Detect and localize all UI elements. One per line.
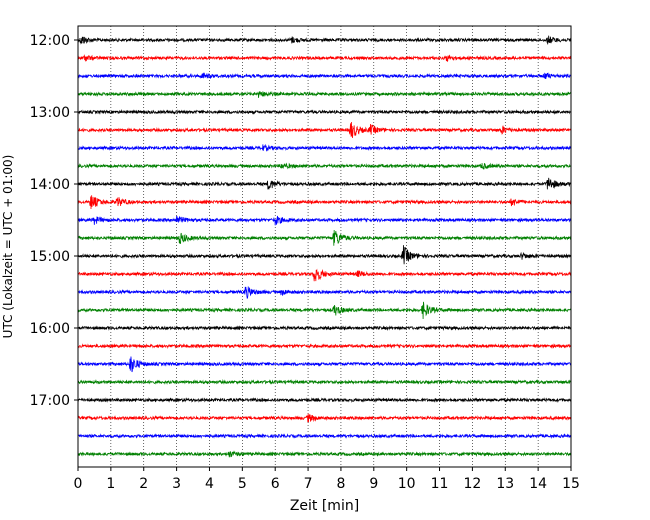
y-tick-label: 16:00 (30, 321, 70, 337)
trace-line (77, 35, 572, 45)
trace-line (77, 343, 572, 349)
trace-line (77, 413, 572, 423)
trace-line (77, 433, 572, 439)
x-tick-label: 4 (205, 476, 214, 492)
trace-line (77, 54, 572, 63)
trace-line (77, 379, 572, 385)
trace-line (77, 268, 572, 282)
trace-line (77, 230, 572, 246)
x-tick-label: 2 (139, 476, 148, 492)
x-tick-label: 0 (74, 476, 83, 492)
x-tick-label: 10 (398, 476, 416, 492)
y-axis-ticks: 12:00 13:00 14:00 15:00 16:00 17:00 (30, 33, 78, 409)
x-tick-label: 9 (369, 476, 378, 492)
x-tick-label: 11 (431, 476, 449, 492)
trace-line (77, 177, 572, 190)
x-tick-label: 12 (463, 476, 481, 492)
trace-line (77, 301, 572, 320)
x-tick-label: 15 (562, 476, 580, 492)
trace-line (77, 109, 572, 115)
trace-line (77, 450, 572, 458)
trace-line (77, 245, 572, 265)
plot-frame (77, 25, 572, 468)
y-tick-label: 14:00 (30, 177, 70, 193)
y-tick-label: 15:00 (30, 249, 70, 265)
trace-group (77, 35, 572, 458)
y-tick-label: 17:00 (30, 393, 70, 409)
trace-line (77, 195, 572, 210)
trace-line (77, 143, 572, 152)
x-tick-label: 13 (496, 476, 514, 492)
trace-line (77, 286, 572, 300)
trace-line (77, 72, 572, 79)
x-tick-label: 6 (271, 476, 280, 492)
trace-line (77, 90, 572, 98)
x-axis-title: Zeit [min] (290, 498, 359, 514)
x-tick-label: 7 (304, 476, 313, 492)
trace-line (77, 121, 572, 139)
trace-line (77, 215, 572, 226)
x-tick-label: 3 (172, 476, 181, 492)
trace-line (77, 162, 572, 170)
trace-line (77, 325, 572, 331)
x-tick-label: 8 (336, 476, 345, 492)
x-axis-ticks: 0 1 2 3 4 5 6 7 8 9 10 11 12 13 14 15 (74, 467, 580, 492)
x-tick-label: 5 (238, 476, 247, 492)
x-tick-label: 1 (106, 476, 115, 492)
trace-line (77, 356, 572, 373)
trace-line (77, 397, 572, 403)
y-axis-title: UTC (Lokalzeit = UTC + 01:00) (1, 155, 15, 339)
y-tick-label: 13:00 (30, 105, 70, 121)
x-tick-label: 14 (529, 476, 547, 492)
y-tick-label: 12:00 (30, 33, 70, 49)
